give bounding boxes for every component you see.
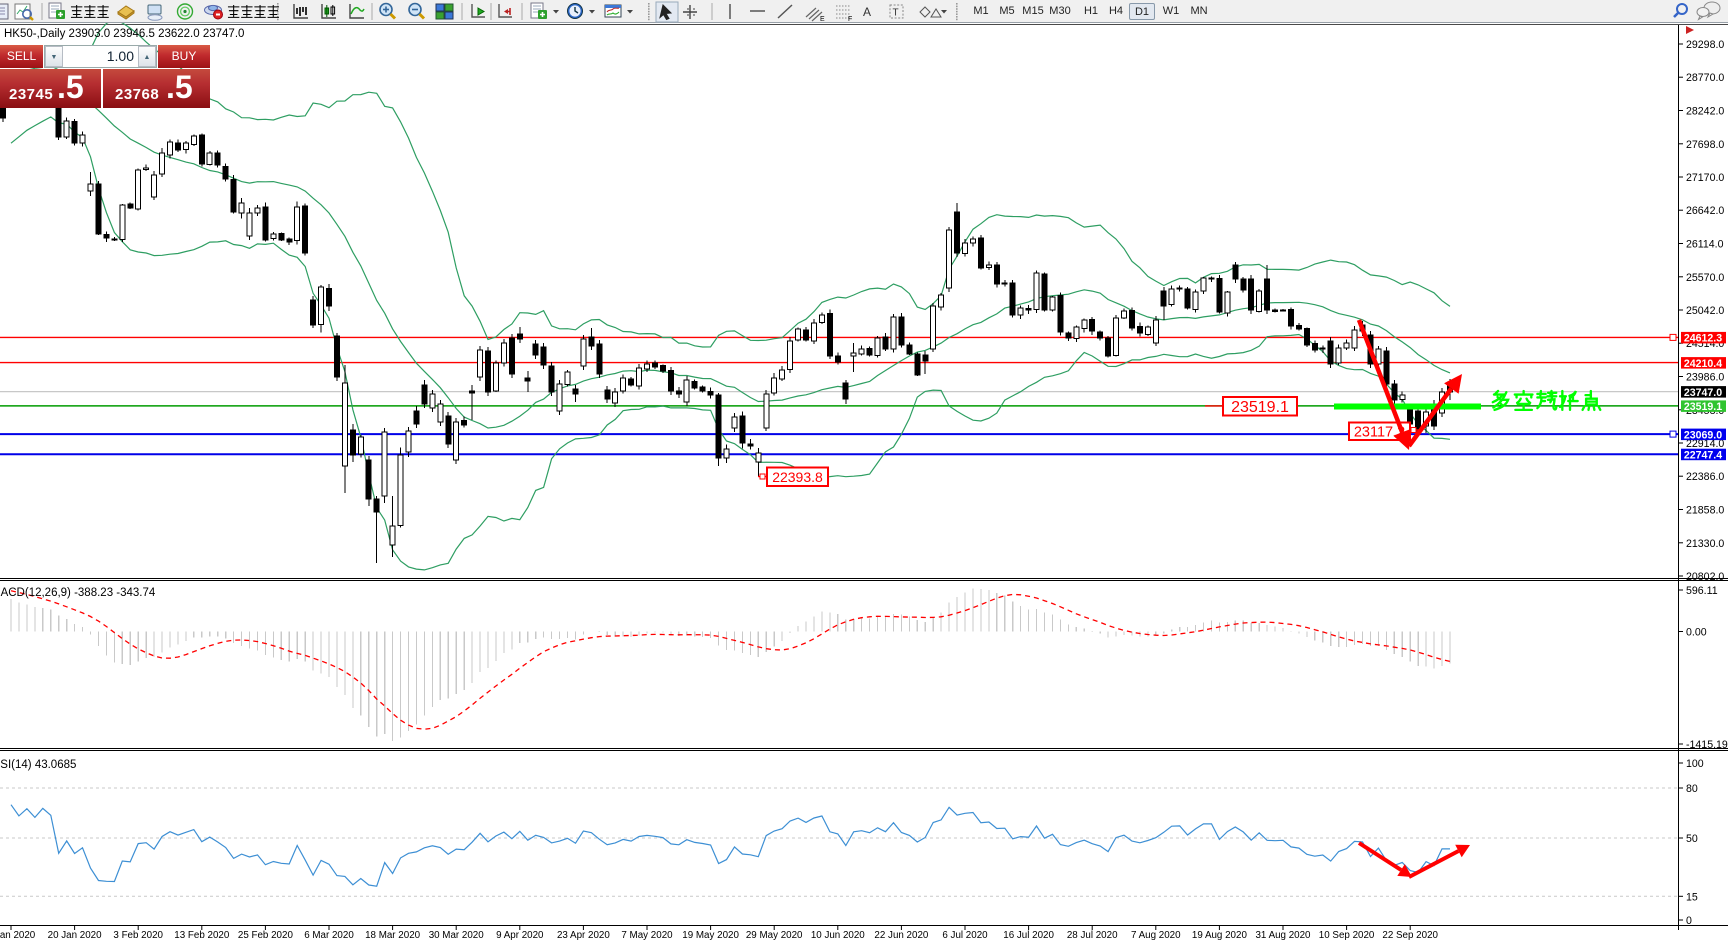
svg-text:20 Jan 2020: 20 Jan 2020 — [48, 930, 102, 941]
svg-text:3 Feb 2020: 3 Feb 2020 — [113, 930, 163, 941]
svg-text:28770.0: 28770.0 — [1686, 72, 1724, 84]
svg-text:13 Feb 2020: 13 Feb 2020 — [174, 930, 230, 941]
svg-text:20802.0: 20802.0 — [1686, 571, 1724, 583]
svg-text:9 Apr 2020: 9 Apr 2020 — [496, 930, 544, 941]
svg-text:0: 0 — [1686, 915, 1692, 927]
svg-text:27170.0: 27170.0 — [1686, 172, 1724, 184]
svg-text:15: 15 — [1686, 891, 1698, 903]
svg-text:RSI(14) 43.0685: RSI(14) 43.0685 — [0, 759, 76, 771]
svg-text:8 Jan 2020: 8 Jan 2020 — [0, 930, 36, 941]
svg-text:30 Mar 2020: 30 Mar 2020 — [429, 930, 485, 941]
svg-text:MACD(12,26,9) -388.23 -343.74: MACD(12,26,9) -388.23 -343.74 — [0, 587, 156, 599]
svg-text:22914.0: 22914.0 — [1686, 438, 1724, 450]
svg-text:22386.0: 22386.0 — [1686, 471, 1724, 483]
svg-text:23519.1: 23519.1 — [1684, 401, 1722, 413]
svg-text:21858.0: 21858.0 — [1686, 505, 1724, 517]
svg-text:23069.0: 23069.0 — [1684, 429, 1722, 441]
svg-text:22 Sep 2020: 22 Sep 2020 — [1382, 930, 1438, 941]
svg-text:HK50-,Daily 23903.0 23946.5 2: HK50-,Daily 23903.0 23946.5 23622.0 2374… — [4, 28, 244, 40]
svg-text:50: 50 — [1686, 833, 1698, 845]
svg-text:23519.1: 23519.1 — [1231, 399, 1289, 416]
svg-text:23747.0: 23747.0 — [1684, 387, 1722, 399]
svg-text:22747.4: 22747.4 — [1684, 449, 1722, 461]
svg-text:-1415.19: -1415.19 — [1686, 739, 1728, 751]
svg-text:29298.0: 29298.0 — [1686, 39, 1724, 51]
svg-text:22393.8: 22393.8 — [772, 469, 823, 485]
svg-text:26114.0: 26114.0 — [1686, 239, 1724, 251]
svg-text:E: E — [820, 16, 825, 23]
svg-text:100: 100 — [1686, 758, 1704, 770]
svg-text:A: A — [863, 5, 871, 19]
svg-text:26642.0: 26642.0 — [1686, 205, 1724, 217]
svg-text:21330.0: 21330.0 — [1686, 538, 1724, 550]
svg-text:6 Mar 2020: 6 Mar 2020 — [304, 930, 354, 941]
svg-text:23 Apr 2020: 23 Apr 2020 — [557, 930, 610, 941]
svg-text:0.00: 0.00 — [1686, 627, 1707, 639]
svg-text:596.11: 596.11 — [1686, 585, 1718, 597]
svg-text:80: 80 — [1686, 783, 1698, 795]
svg-text:T: T — [893, 8, 899, 19]
svg-text:22 Jun 2020: 22 Jun 2020 — [874, 930, 928, 941]
svg-text:6 Jul 2020: 6 Jul 2020 — [942, 930, 988, 941]
svg-text:31 Aug 2020: 31 Aug 2020 — [1255, 930, 1311, 941]
svg-text:7 May 2020: 7 May 2020 — [621, 930, 673, 941]
svg-text:23986.0: 23986.0 — [1686, 372, 1724, 384]
svg-text:16 Jul 2020: 16 Jul 2020 — [1003, 930, 1054, 941]
svg-text:18 Mar 2020: 18 Mar 2020 — [365, 930, 421, 941]
svg-text:28 Jul 2020: 28 Jul 2020 — [1067, 930, 1118, 941]
svg-text:7 Aug 2020: 7 Aug 2020 — [1131, 930, 1181, 941]
svg-text:19 May 2020: 19 May 2020 — [682, 930, 739, 941]
svg-text:10 Sep 2020: 10 Sep 2020 — [1319, 930, 1375, 941]
svg-text:28242.0: 28242.0 — [1686, 106, 1724, 118]
svg-text:29 May 2020: 29 May 2020 — [746, 930, 803, 941]
svg-text:25 Feb 2020: 25 Feb 2020 — [238, 930, 294, 941]
svg-text:F: F — [848, 16, 852, 23]
svg-text:24612.3: 24612.3 — [1684, 333, 1722, 345]
svg-text:23117.2: 23117.2 — [1354, 424, 1405, 440]
svg-text:19 Aug 2020: 19 Aug 2020 — [1192, 930, 1248, 941]
svg-text:10 Jun 2020: 10 Jun 2020 — [811, 930, 865, 941]
svg-text:25570.0: 25570.0 — [1686, 272, 1724, 284]
svg-text:25042.0: 25042.0 — [1686, 305, 1724, 317]
svg-text:27698.0: 27698.0 — [1686, 139, 1724, 151]
svg-text:24210.4: 24210.4 — [1684, 358, 1722, 370]
